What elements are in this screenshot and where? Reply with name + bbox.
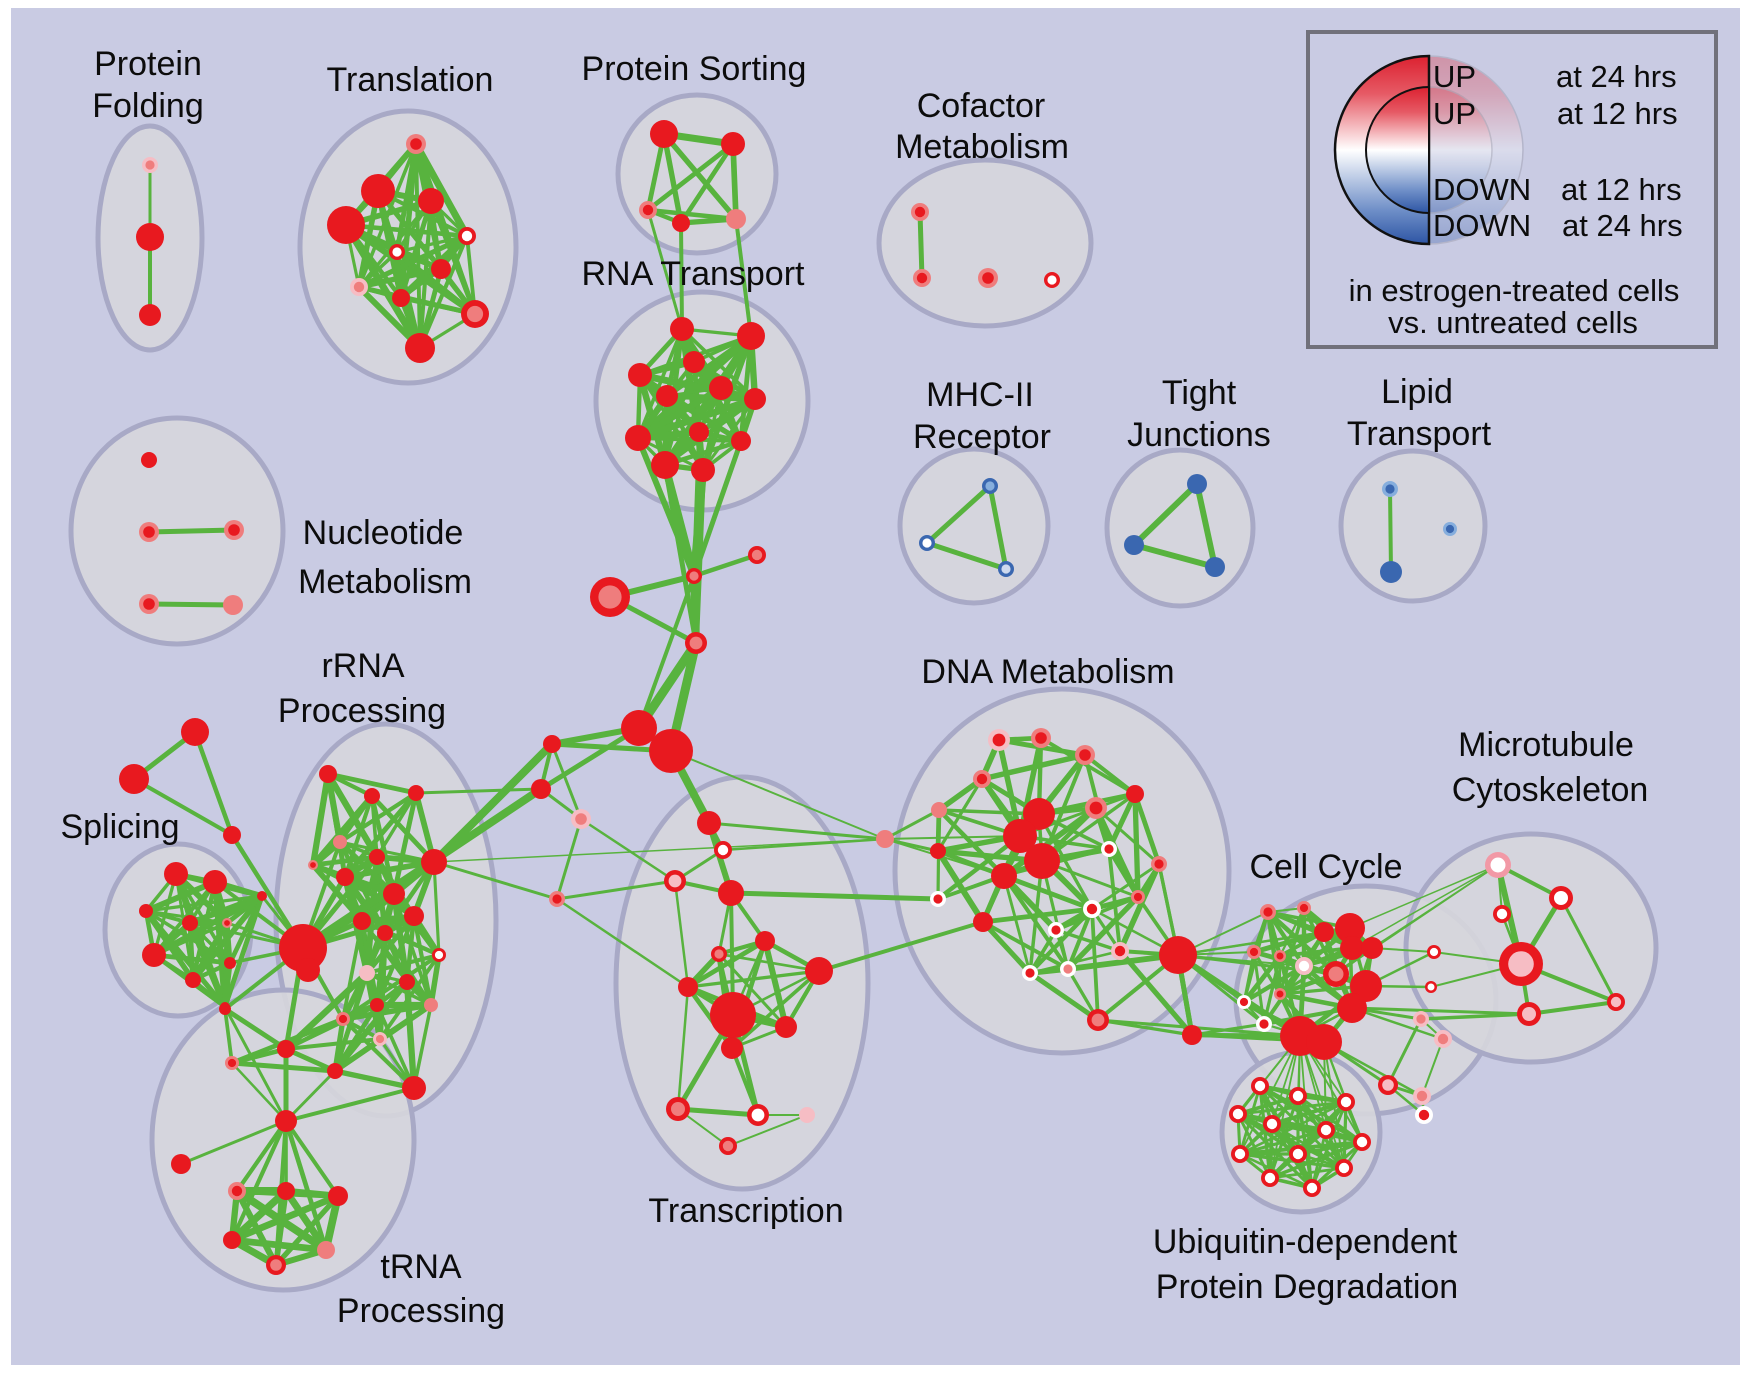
svg-text:at 12 hrs: at 12 hrs [1561,172,1682,207]
svg-text:rRNA: rRNA [321,647,404,685]
svg-text:Nucleotide: Nucleotide [303,514,464,552]
svg-text:Processing: Processing [337,1292,505,1330]
svg-text:MHC-II: MHC-II [926,376,1034,414]
svg-text:Folding: Folding [92,87,204,125]
svg-text:Translation: Translation [327,61,494,99]
svg-text:Junctions: Junctions [1127,416,1271,454]
svg-text:DNA Metabolism: DNA Metabolism [921,653,1174,691]
svg-text:at 12 hrs: at 12 hrs [1557,96,1678,131]
svg-text:at 24 hrs: at 24 hrs [1556,59,1677,94]
svg-text:RNA Transport: RNA Transport [582,255,806,293]
svg-text:Ubiquitin-dependent: Ubiquitin-dependent [1153,1223,1458,1261]
svg-text:Tight: Tight [1162,374,1237,412]
svg-text:UP: UP [1433,96,1476,131]
svg-text:DOWN: DOWN [1433,172,1531,207]
svg-text:at 24 hrs: at 24 hrs [1562,208,1683,243]
svg-text:in estrogen-treated cells: in estrogen-treated cells [1349,273,1680,308]
svg-text:Protein: Protein [94,45,202,83]
svg-text:Metabolism: Metabolism [298,563,472,601]
svg-text:Lipid: Lipid [1381,373,1453,411]
svg-text:Splicing: Splicing [60,808,179,846]
svg-text:Cofactor: Cofactor [917,87,1046,125]
svg-text:vs. untreated cells: vs. untreated cells [1388,305,1638,340]
svg-text:Cell Cycle: Cell Cycle [1249,848,1402,886]
svg-text:UP: UP [1433,59,1476,94]
svg-text:Cytoskeleton: Cytoskeleton [1452,771,1649,809]
svg-text:Transcription: Transcription [648,1192,843,1230]
svg-text:tRNA: tRNA [380,1248,462,1286]
svg-text:Metabolism: Metabolism [895,128,1069,166]
svg-text:Transport: Transport [1347,415,1492,453]
svg-text:Microtubule: Microtubule [1458,726,1634,764]
svg-text:Receptor: Receptor [913,418,1051,456]
svg-text:Protein Degradation: Protein Degradation [1156,1268,1458,1306]
svg-text:Processing: Processing [278,692,446,730]
svg-text:Protein Sorting: Protein Sorting [582,50,807,88]
svg-text:DOWN: DOWN [1433,208,1531,243]
